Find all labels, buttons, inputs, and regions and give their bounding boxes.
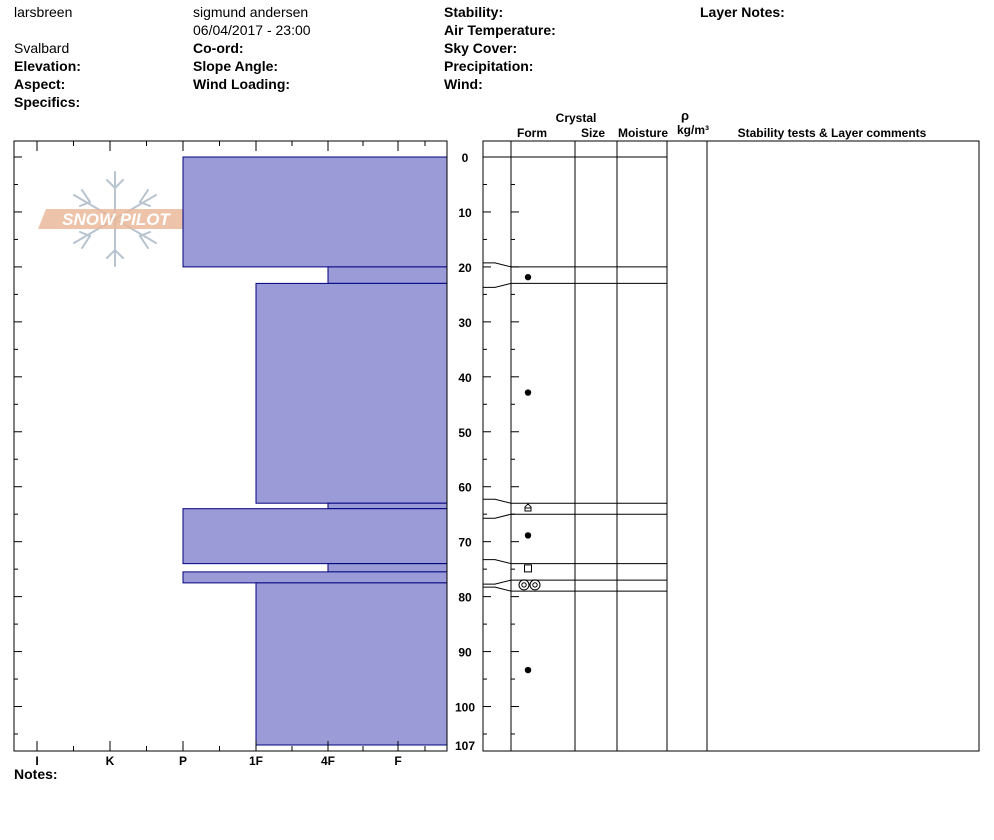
round-dot-icon <box>524 273 532 281</box>
snow-pilot-logo: SNOW PILOT <box>38 171 195 267</box>
layer-connector-line <box>483 498 512 504</box>
depth-hoar-icon <box>524 503 532 512</box>
crystal-header: Crystal <box>556 111 597 125</box>
moisture-header: Moisture <box>618 126 668 140</box>
hardness-bars <box>182 156 448 746</box>
hardness-bar-1 <box>182 156 448 268</box>
coord-label: Co-ord: <box>193 40 244 56</box>
hardness-label-k: K <box>106 754 115 768</box>
depth-label-30: 30 <box>458 316 472 330</box>
precipitation-label: Precipitation: <box>444 58 534 74</box>
depth-label-0: 0 <box>462 151 469 165</box>
size-header: Size <box>581 126 605 140</box>
depth-label-70: 70 <box>458 536 472 550</box>
observation-datetime: 06/04/2017 - 23:00 <box>193 22 311 38</box>
depth-label-90: 90 <box>458 646 472 660</box>
layer-connector-line <box>483 513 512 519</box>
hardness-bar-8 <box>255 582 448 746</box>
round-dot-icon <box>524 532 532 539</box>
comments-header: Stability tests & Layer comments <box>738 126 927 140</box>
hardness-ticks: I K P 1F 4F F <box>35 141 426 768</box>
round-dot-icon <box>524 389 532 396</box>
wind-label: Wind: <box>444 76 483 92</box>
depth-label-80: 80 <box>458 591 472 605</box>
faceted-square-icon <box>524 564 532 573</box>
depth-label-100: 100 <box>455 701 475 715</box>
depth-label-107: 107 <box>455 739 475 753</box>
layer-connector-line <box>483 282 512 288</box>
hardness-label-i: I <box>35 754 38 768</box>
melt-freeze-icon <box>518 579 541 591</box>
hardness-bar-2 <box>327 266 448 284</box>
form-header: Form <box>517 126 547 140</box>
wind-loading-label: Wind Loading: <box>193 76 291 92</box>
hardness-label-4f: 4F <box>321 754 335 768</box>
observer-name: sigmund andersen <box>193 4 309 20</box>
depth-axis: 0 10 20 30 40 50 60 70 80 90 100 107 <box>14 151 519 753</box>
layer-table-frame <box>482 140 980 752</box>
layer-lines <box>483 156 667 592</box>
site-name: larsbreen <box>14 4 73 20</box>
hardness-bar-5 <box>182 508 448 565</box>
logo-text: SNOW PILOT <box>62 210 171 229</box>
layer-table-columns <box>510 141 708 751</box>
hardness-plot-frame <box>13 140 448 752</box>
depth-label-50: 50 <box>458 426 472 440</box>
hardness-label-p: P <box>179 754 187 768</box>
elevation-label: Elevation: <box>14 58 81 74</box>
specifics-label: Specifics: <box>14 94 81 110</box>
hardness-label-1f: 1F <box>249 754 263 768</box>
hardness-bar-3 <box>255 282 448 504</box>
depth-label-10: 10 <box>458 206 472 220</box>
air-temperature-label: Air Temperature: <box>444 22 556 38</box>
depth-label-40: 40 <box>458 371 472 385</box>
grain-symbols <box>518 273 541 674</box>
stability-label: Stability: <box>444 4 504 20</box>
layer-connector-line <box>483 559 512 565</box>
round-dot-icon <box>524 666 532 674</box>
density-unit-header: kg/m³ <box>677 123 709 137</box>
depth-label-20: 20 <box>458 261 472 275</box>
layer-notes-label: Layer Notes: <box>700 4 785 20</box>
layer-connector-line <box>483 586 512 592</box>
layer-connector-line <box>483 579 512 585</box>
depth-label-60: 60 <box>458 481 472 495</box>
region-name: Svalbard <box>14 40 70 56</box>
density-symbol-header: ρ <box>681 108 689 123</box>
aspect-label: Aspect: <box>14 76 66 92</box>
hardness-label-f: F <box>394 754 401 768</box>
logo-banner <box>38 209 195 229</box>
sky-cover-label: Sky Cover: <box>444 40 518 56</box>
hardness-bar-4 <box>327 502 448 510</box>
slope-angle-label: Slope Angle: <box>193 58 279 74</box>
hardness-bar-7 <box>182 571 448 584</box>
hardness-bar-6 <box>327 563 448 573</box>
notes-label: Notes: <box>14 766 58 782</box>
layer-connector-line <box>483 262 512 268</box>
